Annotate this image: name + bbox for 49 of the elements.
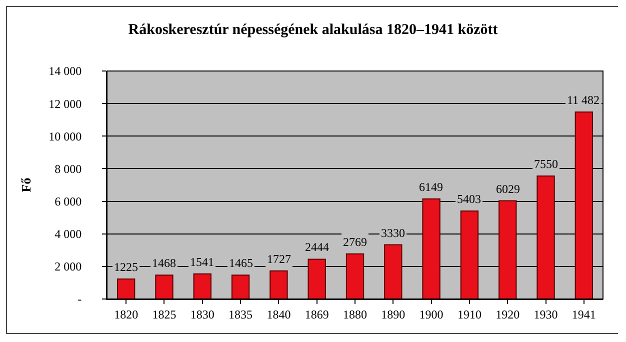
y-tick-label: 4 000 xyxy=(54,227,82,242)
y-tick-label: 8 000 xyxy=(54,162,82,176)
y-tick-label: 6 000 xyxy=(54,194,82,208)
x-tick-label: 1820 xyxy=(114,307,138,322)
x-tick-label: 1835 xyxy=(228,307,253,322)
bar xyxy=(231,274,250,299)
bar xyxy=(574,112,594,299)
x-tick-label: 1910 xyxy=(457,307,482,322)
x-tick-label: 1825 xyxy=(152,307,176,322)
data-label: 1468 xyxy=(152,256,176,270)
x-tick-label: 1920 xyxy=(496,307,520,322)
bar xyxy=(498,200,517,299)
data-label: 5403 xyxy=(457,192,481,206)
bar xyxy=(308,258,326,299)
data-label: 6029 xyxy=(496,182,520,196)
data-label: 1541 xyxy=(190,255,214,269)
x-tick-label: 1941 xyxy=(572,307,596,322)
bar xyxy=(422,198,440,299)
y-tick-label: 12 000 xyxy=(48,96,82,111)
bar xyxy=(155,274,174,299)
data-label: 1465 xyxy=(229,256,253,270)
y-axis-title: Fő xyxy=(18,177,34,192)
chart-title: Rákoskeresztúr népességének alakulása 1820–1941 között xyxy=(128,22,498,38)
bar xyxy=(460,210,479,299)
x-tick-label: 1890 xyxy=(381,307,406,322)
y-tick-label: 10 000 xyxy=(48,129,82,144)
data-label: 11 482 xyxy=(567,93,600,107)
data-label: 2444 xyxy=(305,240,329,254)
bar xyxy=(346,253,364,299)
x-tick-label: 1830 xyxy=(190,307,214,322)
data-label: 1225 xyxy=(114,260,138,274)
data-label: 2769 xyxy=(343,235,367,249)
y-tick-label: 2 000 xyxy=(54,260,82,274)
bar xyxy=(116,278,136,299)
bar xyxy=(193,273,212,299)
data-label: 6149 xyxy=(419,180,443,194)
y-tick-label: 14 000 xyxy=(48,64,82,78)
x-tick-label: 1900 xyxy=(419,307,444,322)
data-label: 1727 xyxy=(267,252,291,266)
bar xyxy=(384,244,402,299)
data-label: 3330 xyxy=(381,226,405,240)
data-label: 7550 xyxy=(534,157,558,171)
bar xyxy=(270,270,288,299)
bar xyxy=(536,176,555,299)
x-tick-label: 1880 xyxy=(343,307,367,322)
x-tick-label: 1869 xyxy=(304,307,329,322)
x-tick-label: 1930 xyxy=(534,307,558,322)
y-tick-label: - xyxy=(78,292,82,306)
x-tick-label: 1840 xyxy=(266,307,291,322)
